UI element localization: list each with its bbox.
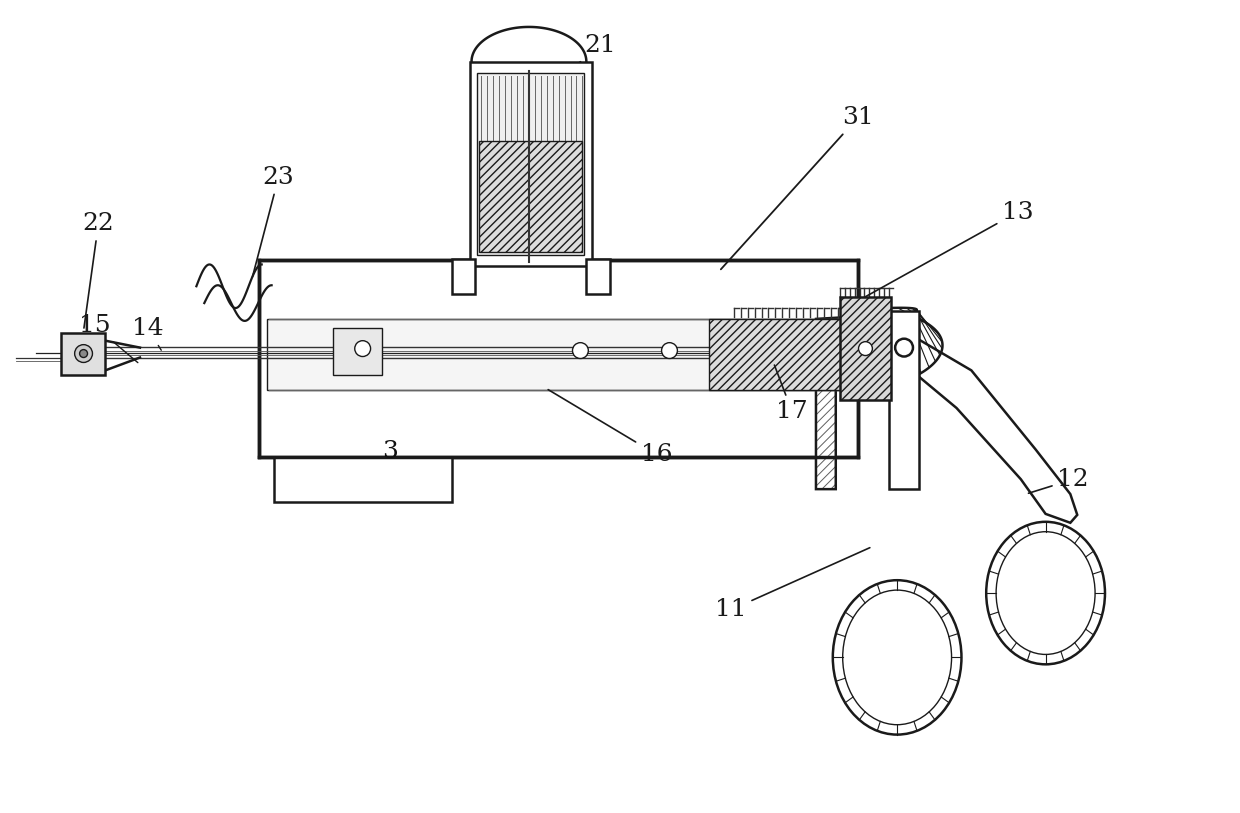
Ellipse shape [833,580,961,735]
Polygon shape [480,141,583,251]
Text: 23: 23 [253,166,294,276]
Polygon shape [709,319,848,390]
Ellipse shape [843,590,951,724]
Polygon shape [470,62,593,267]
Circle shape [858,341,873,355]
Polygon shape [477,73,584,254]
Circle shape [355,341,371,357]
Circle shape [573,342,588,359]
Polygon shape [816,316,895,489]
Polygon shape [259,259,858,458]
Circle shape [74,345,93,363]
Text: 3: 3 [382,440,398,463]
Circle shape [895,339,913,357]
Text: 17: 17 [775,365,808,424]
Polygon shape [274,458,451,502]
Text: 11: 11 [715,548,869,621]
Text: 14: 14 [133,317,164,350]
Text: 13: 13 [861,201,1034,300]
Text: 12: 12 [1028,467,1089,493]
Polygon shape [334,328,382,376]
Polygon shape [897,334,1078,523]
Ellipse shape [996,532,1095,654]
Polygon shape [451,259,475,294]
Polygon shape [889,311,919,489]
Text: 21: 21 [513,34,616,116]
Text: 15: 15 [78,315,138,363]
Text: 16: 16 [548,389,672,466]
Text: 22: 22 [83,212,114,328]
Polygon shape [267,319,849,390]
Ellipse shape [986,522,1105,664]
Circle shape [662,342,677,359]
Polygon shape [839,297,892,400]
Circle shape [79,350,88,358]
Text: 31: 31 [720,107,873,269]
Polygon shape [61,333,105,376]
Polygon shape [587,259,610,294]
